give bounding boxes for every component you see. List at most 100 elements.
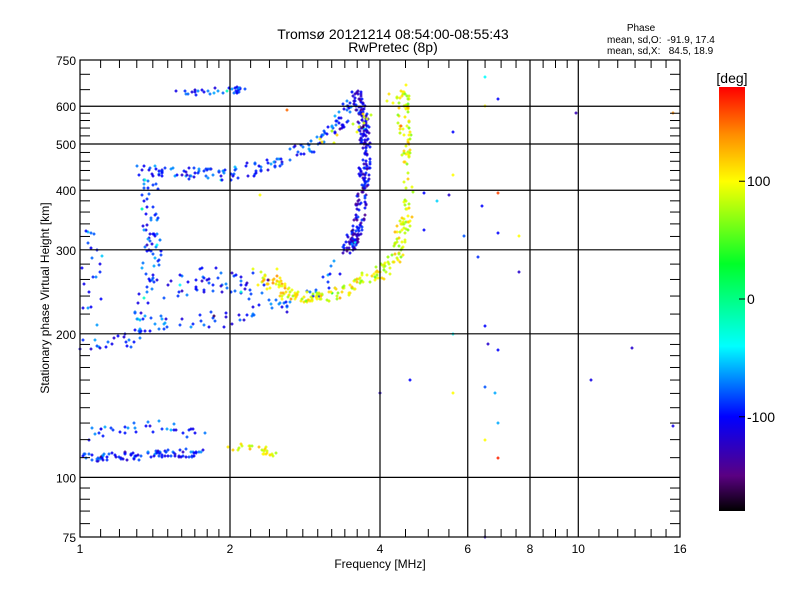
- data-point: [360, 126, 364, 130]
- y-tick-label: 750: [56, 54, 76, 68]
- data-point: [402, 149, 406, 153]
- data-point: [360, 190, 364, 194]
- data-point: [219, 271, 223, 275]
- data-point: [257, 303, 261, 307]
- data-point: [245, 161, 249, 165]
- data-point: [403, 238, 407, 242]
- data-point: [319, 135, 323, 139]
- data-point: [157, 451, 161, 455]
- data-point: [289, 297, 293, 301]
- data-point: [376, 276, 380, 280]
- data-point: [364, 180, 368, 184]
- data-point: [272, 277, 276, 281]
- data-point: [401, 127, 405, 131]
- data-point: [348, 251, 352, 255]
- data-point: [278, 276, 282, 280]
- data-point: [155, 218, 159, 222]
- data-point: [200, 266, 204, 270]
- data-point: [244, 164, 248, 168]
- data-point: [360, 114, 364, 118]
- data-point: [142, 296, 146, 300]
- data-point: [319, 294, 323, 298]
- data-point: [354, 108, 358, 112]
- data-point: [165, 427, 169, 431]
- data-point: [211, 283, 215, 287]
- data-point: [142, 228, 146, 232]
- data-point: [156, 259, 160, 263]
- data-point: [149, 455, 153, 459]
- data-point: [399, 124, 403, 128]
- data-point: [155, 278, 159, 282]
- data-point: [345, 246, 349, 250]
- data-point: [257, 164, 261, 168]
- data-point: [263, 274, 267, 278]
- data-point: [403, 203, 407, 207]
- data-point: [187, 428, 191, 432]
- data-point: [190, 90, 194, 94]
- data-point: [393, 241, 397, 245]
- data-point: [406, 106, 410, 110]
- data-point: [360, 97, 364, 101]
- data-point: [166, 454, 170, 458]
- data-point: [335, 297, 339, 301]
- data-point: [225, 89, 229, 93]
- data-point: [392, 244, 396, 248]
- isolated-data-point: [451, 130, 455, 134]
- data-point: [280, 294, 284, 298]
- data-point: [356, 89, 360, 93]
- data-point: [191, 322, 195, 326]
- data-point: [194, 451, 198, 455]
- data-point: [248, 444, 252, 448]
- data-point: [360, 183, 364, 187]
- data-point: [404, 186, 408, 190]
- isolated-data-point: [476, 255, 480, 259]
- data-point: [230, 271, 234, 275]
- data-point: [231, 174, 235, 178]
- data-point: [405, 207, 409, 211]
- data-point: [322, 129, 326, 133]
- data-point: [265, 287, 269, 291]
- data-point: [333, 286, 337, 290]
- data-point: [270, 306, 274, 310]
- data-point: [382, 268, 386, 272]
- data-point: [153, 213, 157, 217]
- data-point: [154, 182, 158, 186]
- isolated-data-point: [517, 234, 521, 238]
- data-point: [199, 450, 203, 454]
- data-point: [146, 450, 150, 454]
- colorbar-tick-label: -100: [747, 409, 775, 425]
- data-point: [216, 276, 220, 280]
- data-point: [342, 125, 346, 129]
- data-point: [406, 228, 410, 232]
- data-point: [96, 459, 100, 463]
- y-tick-label: 600: [56, 100, 76, 114]
- data-point: [216, 89, 220, 93]
- isolated-data-point: [493, 391, 497, 395]
- data-point: [406, 220, 410, 224]
- data-point: [262, 449, 266, 453]
- data-point: [98, 262, 102, 266]
- data-point: [166, 283, 170, 287]
- data-point: [395, 240, 399, 244]
- isolated-data-point: [574, 111, 578, 115]
- data-point: [153, 452, 157, 456]
- data-point: [351, 94, 355, 98]
- data-point: [366, 124, 370, 128]
- data-point: [402, 90, 406, 94]
- data-point: [224, 282, 228, 286]
- data-point: [315, 135, 319, 139]
- y-tick-label: 500: [56, 138, 76, 152]
- data-point: [391, 101, 395, 105]
- data-point: [140, 168, 144, 172]
- data-point: [323, 131, 327, 135]
- data-point: [288, 158, 292, 162]
- data-point: [160, 174, 164, 178]
- data-point: [321, 133, 325, 137]
- data-point: [194, 93, 198, 97]
- data-point: [361, 102, 365, 106]
- isolated-data-point: [496, 97, 500, 101]
- data-point: [234, 273, 238, 277]
- data-point: [251, 267, 255, 271]
- data-point: [237, 313, 241, 317]
- data-point: [368, 157, 372, 161]
